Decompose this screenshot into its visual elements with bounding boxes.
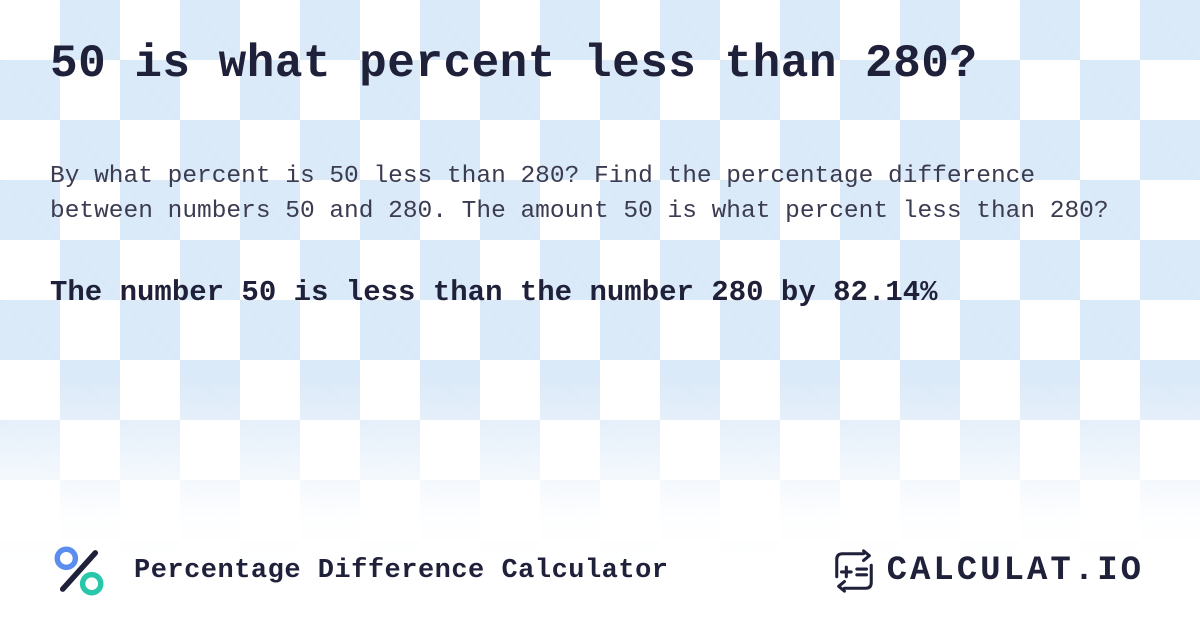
description-text: By what percent is 50 less than 280? Fin…	[50, 160, 1150, 230]
calculator-icon	[831, 548, 877, 594]
page-title: 50 is what percent less than 280?	[50, 38, 1150, 90]
percent-icon	[50, 542, 108, 600]
answer-text: The number 50 is less than the number 28…	[50, 272, 1150, 314]
brand: CALCULAT.IO	[831, 548, 1144, 594]
footer: Percentage Difference Calculator CALCULA…	[0, 512, 1200, 630]
footer-title: Percentage Difference Calculator	[134, 556, 668, 586]
footer-left: Percentage Difference Calculator	[50, 542, 668, 600]
brand-text: CALCULAT.IO	[887, 552, 1144, 590]
